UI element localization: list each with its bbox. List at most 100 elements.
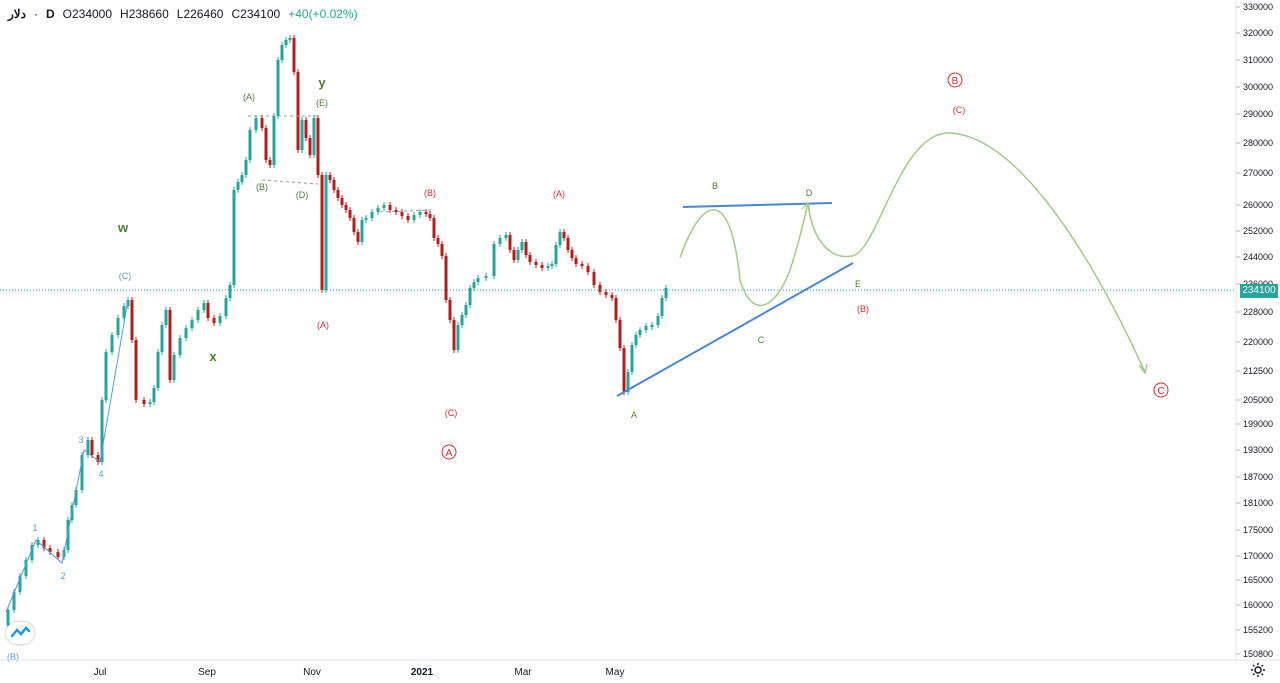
candle-body bbox=[116, 318, 120, 335]
wave-label-circle bbox=[947, 72, 963, 88]
wave-label: (E) bbox=[316, 98, 328, 108]
wave-label: (B) bbox=[7, 652, 19, 662]
candle-body bbox=[324, 175, 328, 290]
symbol-name[interactable]: دلار bbox=[8, 7, 26, 21]
price-tick-label: 181000 bbox=[1243, 498, 1273, 508]
candle-body bbox=[168, 310, 172, 380]
candle-body bbox=[148, 402, 152, 404]
price-tick-label: 280000 bbox=[1243, 138, 1273, 148]
candle-body bbox=[36, 540, 40, 545]
price-tick-label: 193000 bbox=[1243, 445, 1273, 455]
triangle-lower-trendline[interactable] bbox=[616, 262, 854, 397]
candle-body bbox=[508, 235, 512, 250]
candle-body bbox=[634, 335, 638, 345]
candle-body bbox=[288, 38, 292, 40]
price-tick-label: 290000 bbox=[1243, 109, 1273, 119]
candle-body bbox=[406, 216, 410, 220]
price-tick-label: 244000 bbox=[1243, 252, 1273, 262]
ohlc-legend: دلار · D O234000 H238660 L226460 C234100… bbox=[8, 7, 358, 21]
price-tick-label: 260000 bbox=[1243, 200, 1273, 210]
candle-body bbox=[370, 212, 374, 218]
candle-body bbox=[328, 175, 332, 180]
forecast-arrowhead bbox=[1138, 363, 1148, 375]
candle-body bbox=[56, 552, 60, 557]
time-tick-label: May bbox=[606, 667, 625, 678]
high-value: H238660 bbox=[120, 7, 169, 21]
candle-body bbox=[456, 325, 460, 350]
wave-label: A bbox=[631, 410, 637, 420]
candle-body bbox=[86, 440, 90, 455]
candle-body bbox=[460, 315, 464, 325]
candle-body bbox=[412, 215, 416, 220]
change-value: +40(+0.02%) bbox=[288, 7, 358, 21]
candle-body bbox=[516, 250, 520, 260]
candle-body bbox=[48, 548, 52, 552]
price-tick-label: 212500 bbox=[1243, 366, 1273, 376]
price-axis: 330000 320000 310000 300000 290000 280000 2700… bbox=[1236, 2, 1273, 659]
candle-body bbox=[394, 210, 398, 212]
candle-body bbox=[236, 182, 240, 190]
candle-body bbox=[424, 212, 428, 214]
candle-body bbox=[604, 292, 608, 295]
wave-label: x bbox=[209, 349, 217, 364]
timeframe[interactable]: D bbox=[45, 7, 55, 21]
candle-body bbox=[272, 116, 276, 165]
tradingview-logo-icon[interactable] bbox=[6, 622, 34, 644]
candle-body bbox=[432, 218, 436, 238]
candle-body bbox=[254, 118, 258, 130]
candle-body bbox=[524, 242, 528, 255]
candle-body bbox=[618, 320, 622, 348]
low-value: L226460 bbox=[176, 7, 224, 21]
candle-body bbox=[30, 545, 34, 560]
candle-body bbox=[152, 388, 156, 402]
wave-label-circle bbox=[441, 444, 457, 460]
candle-body bbox=[376, 208, 380, 212]
close-value: C234100 bbox=[231, 7, 281, 21]
candle-body bbox=[332, 180, 336, 190]
last-price-label: 234100 bbox=[1240, 284, 1278, 298]
guide-line bbox=[379, 209, 433, 213]
candle-body bbox=[492, 244, 496, 276]
price-tick-label: 187000 bbox=[1243, 472, 1273, 482]
candle-body bbox=[626, 372, 630, 392]
candle-body bbox=[212, 318, 216, 323]
forecast-arrowhead bbox=[801, 201, 811, 212]
candle-body bbox=[382, 205, 386, 208]
price-tick-label: 170000 bbox=[1243, 551, 1273, 561]
candle-body bbox=[184, 328, 188, 338]
wave-label: (B) bbox=[424, 188, 436, 198]
candle-body bbox=[418, 212, 422, 215]
candle-body bbox=[592, 272, 596, 285]
gear-icon[interactable] bbox=[1250, 662, 1266, 678]
candle-body bbox=[664, 288, 668, 298]
candle-body bbox=[202, 303, 206, 310]
wave-label: 4 bbox=[98, 469, 103, 479]
candle-body bbox=[436, 238, 440, 244]
wave-label: C bbox=[758, 335, 765, 345]
price-tick-label: 228000 bbox=[1243, 307, 1273, 317]
price-tick-label: 252000 bbox=[1243, 226, 1273, 236]
candle-body bbox=[122, 306, 126, 318]
open-value: O234000 bbox=[62, 7, 113, 21]
candle-body bbox=[644, 326, 648, 330]
candle-body bbox=[232, 190, 236, 285]
time-axis: Jul Sep Nov 2021 Mar May bbox=[94, 667, 625, 678]
separator: · bbox=[33, 7, 38, 21]
candle-body bbox=[622, 348, 626, 392]
time-tick-label: Mar bbox=[514, 667, 532, 678]
price-tick-label: 270000 bbox=[1243, 168, 1273, 178]
triangle-upper-trendline[interactable] bbox=[682, 202, 833, 208]
impulse-wave-line bbox=[5, 299, 129, 613]
candle-body bbox=[630, 345, 634, 372]
candle-body bbox=[638, 330, 642, 335]
candle-body bbox=[312, 118, 316, 155]
candle-body bbox=[504, 235, 508, 238]
candle-body bbox=[218, 316, 222, 323]
candle-body bbox=[528, 255, 532, 262]
candle-body bbox=[580, 264, 584, 266]
price-tick-label: 175000 bbox=[1243, 525, 1273, 535]
candle-body bbox=[224, 298, 228, 316]
candle-body bbox=[190, 320, 194, 328]
candle-body bbox=[388, 205, 392, 210]
